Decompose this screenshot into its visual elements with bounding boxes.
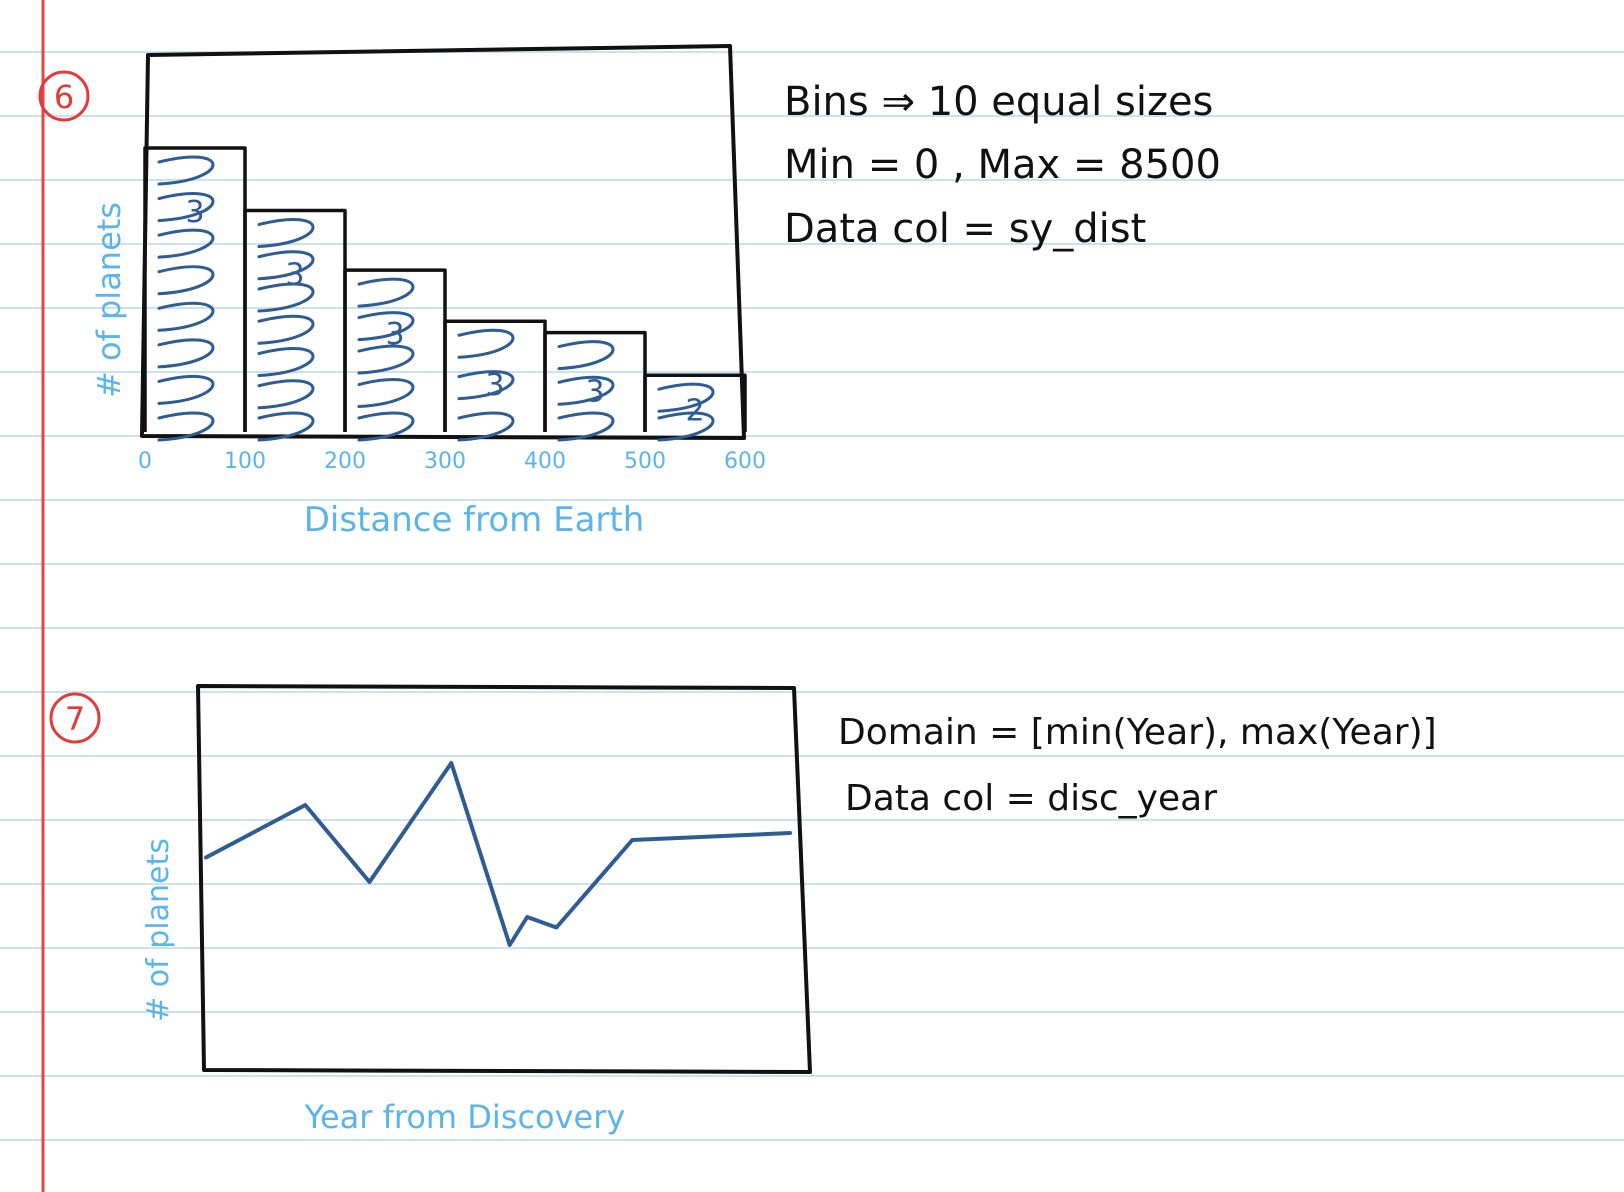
- hist-bar: [143, 146, 247, 432]
- hist-bar-value-label: 3: [285, 257, 304, 292]
- hist-x-ticks: 0 100 200 300 400 500 600: [138, 449, 766, 474]
- sketch-7-number: 7: [65, 700, 85, 738]
- line-series: [204, 761, 792, 947]
- line-note-data-col: Data col = disc_year: [845, 778, 1217, 819]
- hist-x-tick-label: 400: [524, 449, 566, 474]
- hist-bars: 3 3 3 3 3 2: [143, 146, 747, 442]
- hist-bar: [643, 373, 747, 432]
- hist-x-tick-label: 100: [224, 449, 266, 474]
- hist-x-tick-label: 200: [324, 449, 366, 474]
- line-chart-frame: [196, 684, 812, 1074]
- hist-x-tick-label: 300: [424, 449, 466, 474]
- sketch-7-number-circle: [49, 692, 101, 744]
- hist-bar-value-label: 2: [685, 393, 704, 428]
- line-x-axis-label: Year from Discovery: [304, 1098, 626, 1136]
- hist-frame: [140, 44, 746, 440]
- hist-bar-value-label: 3: [385, 317, 404, 352]
- hist-note-min-max: Min = 0 , Max = 8500: [784, 142, 1221, 188]
- hist-note-bins: Bins ⇒ 10 equal sizes: [784, 79, 1213, 125]
- hist-bar-scribble: [157, 155, 215, 442]
- hist-bar-value-label: 3: [585, 374, 604, 409]
- sketch-6-number-circle: [38, 70, 90, 122]
- hist-x-axis-label: Distance from Earth: [304, 500, 645, 540]
- hist-bar-scribble: [257, 218, 315, 442]
- hist-bar-scribble: [357, 277, 415, 442]
- hist-bar-scribble: [557, 340, 615, 442]
- ruled-lines: [0, 51, 1624, 1141]
- sketch-6-number: 6: [54, 78, 74, 116]
- sketch-7: 7 # of planets Year from Discovery Domai…: [49, 684, 1437, 1136]
- hist-x-tick-label: 600: [724, 449, 766, 474]
- line-y-axis-label: # of planets: [141, 838, 176, 1022]
- hist-bar-scribble: [657, 382, 715, 442]
- hist-note-data-col: Data col = sy_dist: [784, 206, 1146, 252]
- hist-x-tick-label: 500: [624, 449, 666, 474]
- hist-x-tick-label: 0: [138, 449, 152, 474]
- hist-bar-value-label: 3: [485, 368, 504, 403]
- line-note-domain: Domain = [min(Year), max(Year)]: [838, 712, 1437, 753]
- sketch-6: 6 3 3 3 3 3 2 # of planets 0 100 200 300 400 500 60…: [38, 44, 1221, 540]
- hist-bar-scribble: [457, 328, 515, 442]
- hist-y-axis-label: # of planets: [90, 202, 128, 398]
- hist-bar-value-label: 3: [185, 195, 204, 230]
